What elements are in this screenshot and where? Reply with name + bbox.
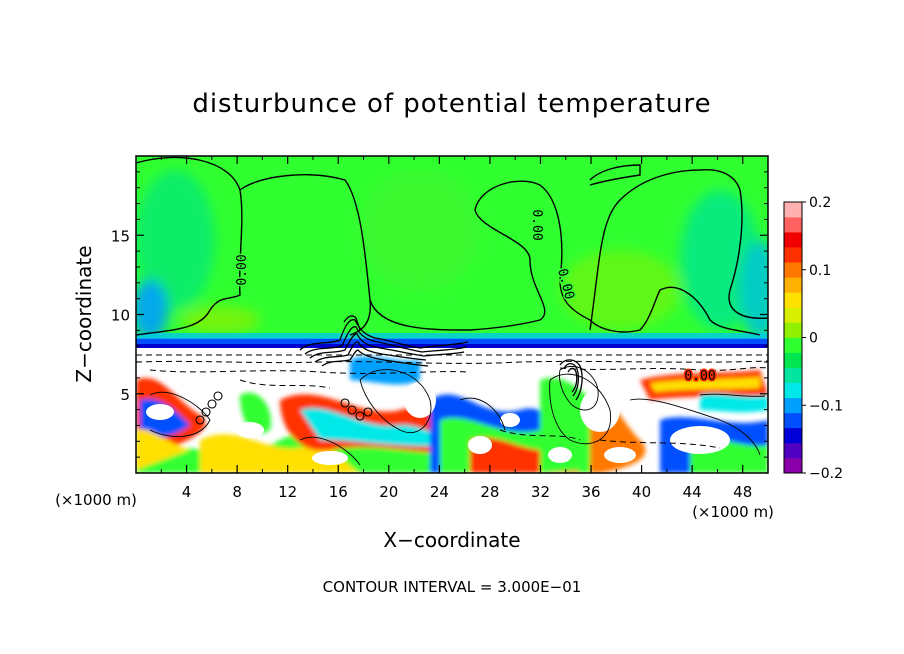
x-tick-label: 12	[278, 483, 297, 501]
y-tick-label: 15	[111, 227, 130, 245]
contour-label: 0.00	[529, 209, 544, 240]
colorbar-swatch	[784, 352, 802, 368]
x-unit-right: (×1000 m)	[692, 503, 774, 521]
y-axis-label: Z−coordinate	[72, 245, 96, 382]
colorbar-tick-label: −0.2	[809, 466, 843, 482]
contour-circles	[195, 391, 373, 425]
colorbar-tick-label: 0	[809, 331, 818, 347]
x-tick-label: 40	[632, 483, 651, 501]
x-tick-label: 36	[581, 483, 600, 501]
colorbar-swatch	[784, 367, 802, 383]
colorbar-tick-label: 0.1	[809, 263, 831, 279]
colorbar-swatch	[784, 232, 802, 248]
colorbar-swatch	[784, 337, 802, 353]
colorbar-swatch	[784, 217, 802, 233]
colorbar-swatch	[784, 457, 802, 474]
dashed-contours	[136, 354, 768, 449]
y-axis: 5 10 15	[111, 171, 768, 458]
x-tick-label: 4	[182, 483, 192, 501]
x-tick-label: 28	[480, 483, 499, 501]
x-axis-label: X−coordinate	[383, 528, 520, 552]
x-tick-label: 48	[733, 483, 752, 501]
colorbar-swatch	[784, 412, 802, 429]
colorbar-swatch	[784, 427, 802, 444]
inversion-band	[136, 338, 768, 346]
y-tick-label: 10	[111, 307, 130, 325]
colorbar-swatch	[784, 247, 802, 263]
colorbar: 0.2 0.1 0 −0.1 −0.2	[783, 195, 843, 482]
contour-cluster	[299, 315, 583, 401]
contour-interval-note: CONTOUR INTERVAL = 3.000E−01	[323, 578, 582, 596]
x-tick-label: 20	[379, 483, 398, 501]
x-tick-label: 32	[531, 483, 550, 501]
x-unit-left: (×1000 m)	[55, 491, 137, 509]
chart-title: disturbunce of potential temperature	[192, 89, 711, 119]
x-tick-label: 44	[683, 483, 702, 501]
colorbar-swatch	[784, 202, 802, 218]
plot-area: 0.00 0.00 0.00 0.00	[136, 156, 768, 473]
contour-lines	[136, 156, 768, 336]
x-axis: 4 8 12 16 20 24 28 32 36 40 44 48	[160, 156, 752, 501]
contour-label: 0.00	[684, 369, 715, 384]
contour-label: 0.00	[235, 254, 250, 285]
colorbar-swatch	[784, 307, 802, 323]
thin-contours	[149, 365, 766, 466]
colorbar-swatch	[784, 322, 802, 338]
colorbar-tick-label: 0.2	[809, 195, 831, 211]
x-tick-label: 24	[430, 483, 449, 501]
colorbar-tick-label: −0.1	[809, 398, 843, 414]
x-tick-label: 8	[232, 483, 242, 501]
white-holes	[146, 382, 730, 465]
colorbar-swatch	[784, 292, 802, 308]
colorbar-swatch	[784, 397, 802, 414]
x-tick-label: 16	[329, 483, 348, 501]
colorbar-swatch	[784, 382, 802, 399]
colorbar-swatch	[784, 262, 802, 278]
colorbar-swatch	[784, 442, 802, 459]
y-tick-label: 5	[120, 386, 130, 404]
colorbar-swatch	[784, 277, 802, 293]
